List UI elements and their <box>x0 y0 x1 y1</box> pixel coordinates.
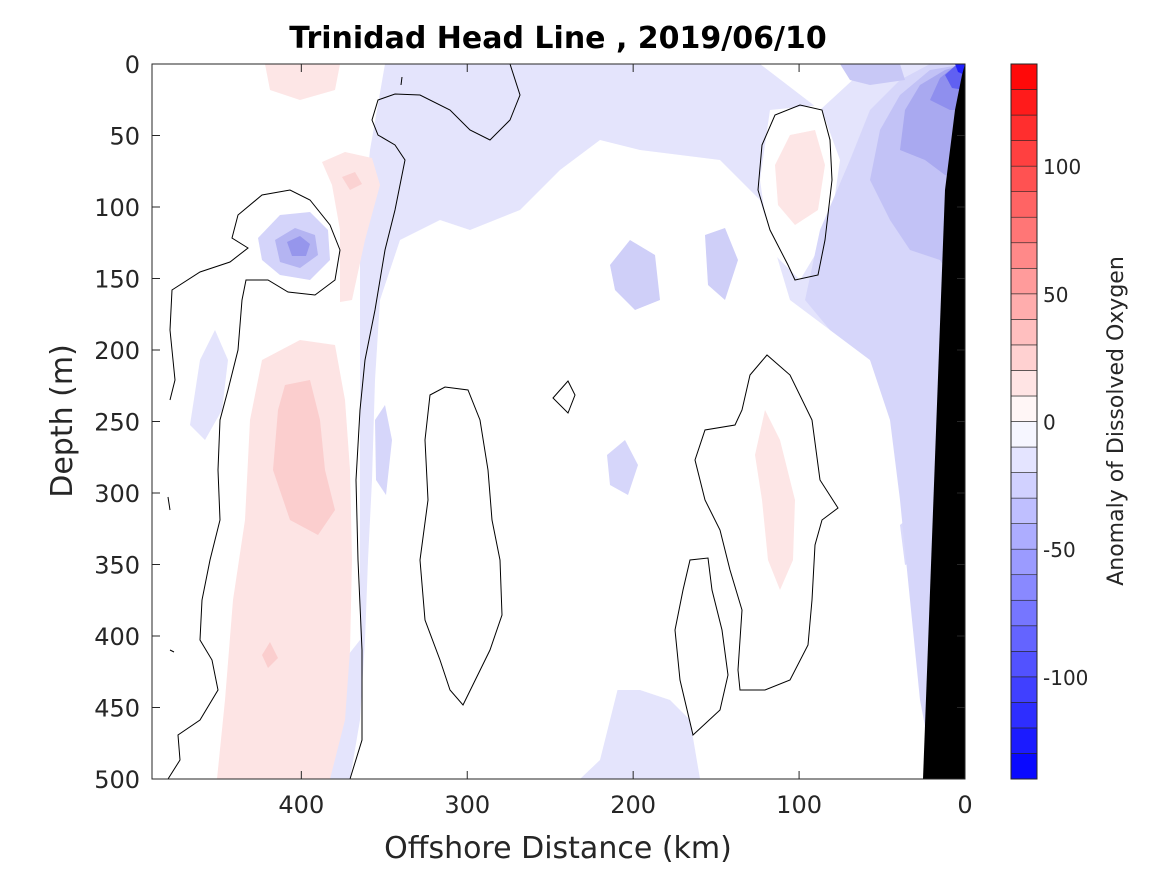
colorbar-tick-label: -100 <box>1043 666 1088 690</box>
negative-patch-4 <box>375 405 392 495</box>
zero-contour-5 <box>400 76 403 86</box>
colorbar-segment <box>1010 191 1038 218</box>
zero-contour-lines <box>167 64 839 779</box>
colorbar-segment <box>1010 599 1038 627</box>
y-axis: 0 50 100 150 200 250 300 350 400 450 500 <box>94 51 965 794</box>
negative-core-offshore-3 <box>287 236 310 256</box>
neutral-region-upper <box>560 180 610 245</box>
zero-contour-4 <box>552 380 576 414</box>
negative-patch-3 <box>607 440 638 495</box>
colorbar-segment <box>1010 114 1038 141</box>
colorbar-segment <box>1010 651 1038 678</box>
colorbar: -100 -50 0 50 100 <box>1010 63 1088 780</box>
positive-region-upper <box>322 152 380 302</box>
colorbar-segment <box>1010 140 1038 167</box>
positive-patch-upper <box>342 172 362 190</box>
colorbar-frame <box>1010 63 1038 780</box>
colorbar-tick-label: 50 <box>1043 283 1068 307</box>
colorbar-segment <box>1010 395 1038 422</box>
bathymetry <box>923 64 965 779</box>
colorbar-segment <box>1010 727 1038 754</box>
colorbar-segment <box>1010 472 1038 499</box>
y-tick-label: 50 <box>109 123 140 151</box>
x-tick-label: 200 <box>610 791 656 819</box>
x-axis: 400 300 200 100 0 <box>278 64 973 819</box>
colorbar-tick-label: 100 <box>1043 155 1081 179</box>
chart-title: Trinidad Head Line , 2019/06/10 <box>289 21 826 56</box>
zero-contour-10 <box>167 496 171 511</box>
colorbar-segment <box>1010 293 1038 320</box>
colorbar-segment <box>1010 625 1038 652</box>
colorbar-segment <box>1010 63 1038 90</box>
colorbar-segment <box>1010 267 1038 295</box>
y-tick-label: 200 <box>94 337 140 365</box>
positive-region-surface <box>265 64 340 100</box>
y-tick-label: 300 <box>94 480 140 508</box>
neutral-region-east <box>680 330 835 700</box>
zero-contour-2 <box>349 64 521 779</box>
negative-patch-2 <box>705 228 738 300</box>
colorbar-segment <box>1010 242 1038 269</box>
y-tick-label: 0 <box>125 51 140 79</box>
colorbar-segment <box>1010 370 1038 397</box>
colorbar-segment <box>1010 702 1038 729</box>
colorbar-segment <box>1010 89 1038 116</box>
y-tick-label: 100 <box>94 194 140 222</box>
zero-contour-1 <box>167 189 341 779</box>
colorbar-segment <box>1010 216 1038 244</box>
x-tick-label: 0 <box>957 791 972 819</box>
y-tick-label: 350 <box>94 552 140 580</box>
x-axis-title: Offshore Distance (km) <box>384 831 732 866</box>
negative-patch-surface <box>840 64 905 85</box>
zero-contour-7 <box>694 354 839 691</box>
colorbar-segment <box>1010 421 1038 448</box>
neutral-region-center <box>395 225 620 779</box>
negative-patch-1 <box>610 240 660 310</box>
colorbar-title: Anomaly of Dissolved Oxygen <box>1104 256 1129 586</box>
colorbar-segment <box>1010 548 1038 576</box>
x-tick-label: 400 <box>278 791 324 819</box>
y-axis-title: Depth (m) <box>45 344 80 498</box>
colorbar-segment <box>1010 344 1038 371</box>
x-tick-label: 300 <box>444 791 490 819</box>
colorbar-segment <box>1010 676 1038 703</box>
y-tick-label: 450 <box>94 695 140 723</box>
y-tick-label: 500 <box>94 766 140 794</box>
colorbar-segment <box>1010 446 1038 473</box>
positive-region-east <box>775 130 825 225</box>
positive-region-column-core <box>273 380 335 535</box>
y-tick-label: 150 <box>94 266 140 294</box>
colorbar-tick-label: -50 <box>1043 538 1076 562</box>
colorbar-tick-label: 0 <box>1043 411 1056 435</box>
positive-patch-small <box>262 642 278 668</box>
y-tick-label: 250 <box>94 409 140 437</box>
zero-contour-8 <box>757 104 833 281</box>
colorbar-segment <box>1010 753 1038 780</box>
x-tick-label: 100 <box>776 791 822 819</box>
colorbar-segment <box>1010 523 1038 550</box>
zero-contour-3 <box>419 386 503 706</box>
neutral-region-top <box>660 185 695 250</box>
colorbar-segment <box>1010 165 1038 192</box>
negative-region-left <box>190 330 228 440</box>
zero-contour-6 <box>674 557 729 736</box>
negative-core-surface <box>955 64 965 75</box>
positive-region-east-deep <box>755 410 795 590</box>
colorbar-segment <box>1010 319 1038 346</box>
zero-contour-9 <box>169 649 175 653</box>
colorbar-segment <box>1010 574 1038 601</box>
colorbar-segment <box>1010 497 1038 524</box>
anomaly-field <box>190 64 965 779</box>
y-tick-label: 400 <box>94 623 140 651</box>
